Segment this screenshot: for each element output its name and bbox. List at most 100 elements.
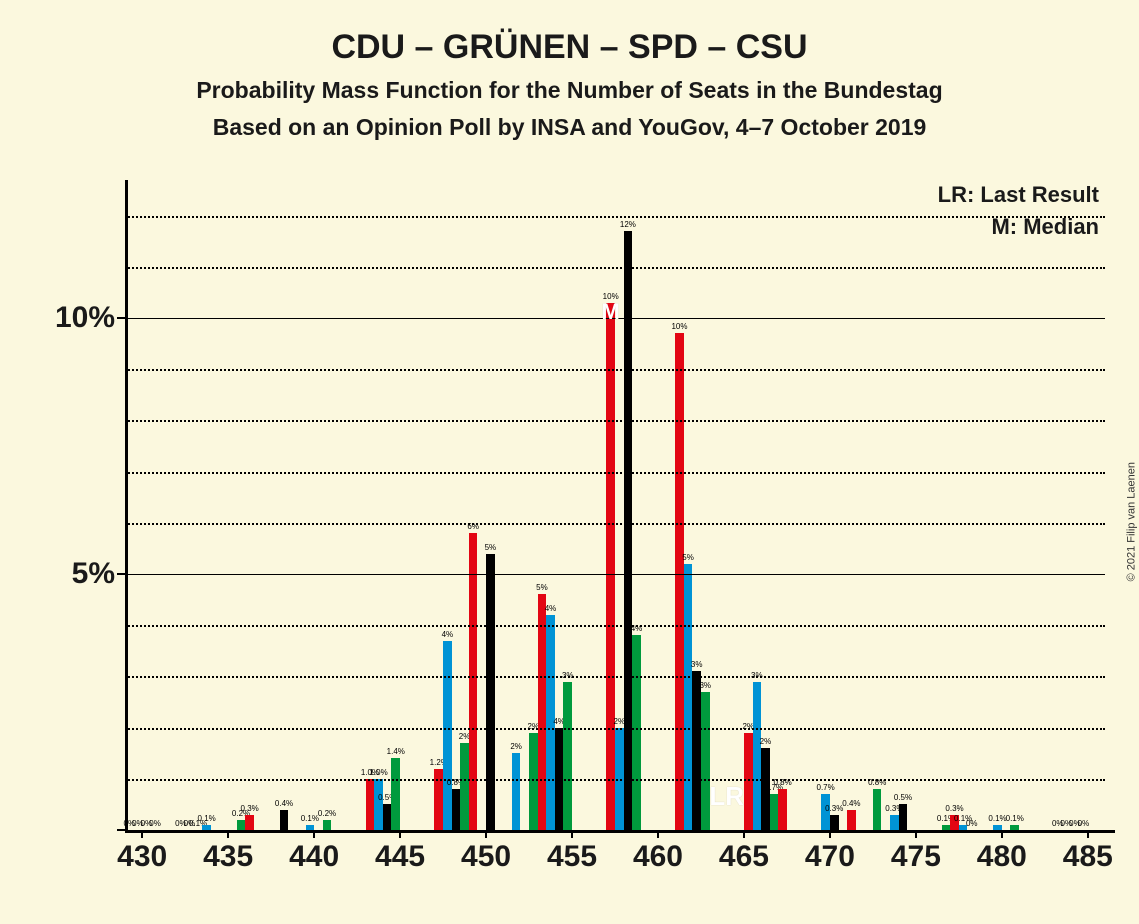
bar-value-label: 0.1% <box>1006 814 1024 823</box>
x-tick <box>313 830 315 838</box>
bar-black <box>486 554 495 830</box>
bar-black <box>830 815 839 830</box>
bar-value-label: 10% <box>671 322 687 331</box>
bar-blue <box>202 825 211 830</box>
bars-container: 0%0%0%0%0%0%0.1%0.1%0.2%0.3%0.4%0.1%0.2%… <box>125 190 1105 830</box>
bar-value-label: 3% <box>691 660 703 669</box>
bar-blue <box>443 641 452 830</box>
grid-minor <box>125 625 1105 627</box>
bar-blue <box>753 682 762 830</box>
bar-value-label: 0% <box>149 819 161 828</box>
grid-minor <box>125 728 1105 730</box>
bar-black <box>383 804 392 830</box>
bar-green <box>873 789 882 830</box>
x-tick <box>399 830 401 838</box>
bar-value-label: 0.3% <box>241 804 259 813</box>
x-tick <box>571 830 573 838</box>
bar-red <box>847 810 856 830</box>
grid-major <box>125 318 1105 319</box>
bar-blue <box>890 815 899 830</box>
bar-value-label: 0.3% <box>825 804 843 813</box>
bar-blue <box>684 564 693 830</box>
bar-value-label: 0.7% <box>816 783 834 792</box>
x-tick <box>1001 830 1003 838</box>
chart-subtitle-1: Probability Mass Function for the Number… <box>0 77 1139 104</box>
bar-value-label: 5% <box>682 553 694 562</box>
x-tick <box>915 830 917 838</box>
x-axis-label: 455 <box>547 840 597 874</box>
chart-subtitle-2: Based on an Opinion Poll by INSA and You… <box>0 114 1139 141</box>
y-tick <box>117 829 125 831</box>
bar-red <box>778 789 787 830</box>
bar-green <box>632 635 641 830</box>
bar-value-label: 0.4% <box>842 799 860 808</box>
x-axis-label: 485 <box>1063 840 1113 874</box>
bar-value-label: 10% <box>603 292 619 301</box>
bar-value-label: 1.0% <box>369 768 387 777</box>
bar-value-label: 0.5% <box>894 793 912 802</box>
y-tick <box>117 317 125 319</box>
x-axis-label: 445 <box>375 840 425 874</box>
bar-value-label: 3% <box>699 681 711 690</box>
bar-blue <box>374 779 383 830</box>
bar-red <box>366 779 375 830</box>
x-tick <box>657 830 659 838</box>
x-axis-label: 470 <box>805 840 855 874</box>
y-axis-label: 5% <box>25 557 115 591</box>
bar-value-label: 0.4% <box>275 799 293 808</box>
bar-blue <box>512 753 521 830</box>
bar-green <box>460 743 469 830</box>
bar-value-label: 2% <box>510 742 522 751</box>
bar-green <box>1010 825 1019 830</box>
bar-red <box>245 815 254 830</box>
chart-title: CDU – GRÜNEN – SPD – CSU <box>0 28 1139 67</box>
grid-major <box>125 574 1105 575</box>
y-tick <box>117 573 125 575</box>
bar-value-label: 0.1% <box>198 814 216 823</box>
x-axis-label: 450 <box>461 840 511 874</box>
bar-black <box>899 804 908 830</box>
bar-value-label: 0.3% <box>945 804 963 813</box>
x-axis-label: 480 <box>977 840 1027 874</box>
chart-area: 0%0%0%0%0%0%0.1%0.1%0.2%0.3%0.4%0.1%0.2%… <box>125 190 1105 830</box>
grid-minor <box>125 216 1105 218</box>
y-axis-label: 10% <box>25 301 115 335</box>
bar-red <box>675 333 684 830</box>
grid-minor <box>125 523 1105 525</box>
bar-black <box>452 789 461 830</box>
bar-black <box>624 231 633 830</box>
x-axis-label: 465 <box>719 840 769 874</box>
bar-green <box>563 682 572 830</box>
bar-value-label: 1.4% <box>387 747 405 756</box>
bar-green <box>529 733 538 830</box>
bar-value-label: 0% <box>966 819 978 828</box>
grid-minor <box>125 369 1105 371</box>
bar-red <box>538 594 547 830</box>
title-block: CDU – GRÜNEN – SPD – CSU Probability Mas… <box>0 0 1139 141</box>
x-axis-line <box>125 830 1115 833</box>
bar-value-label: 4% <box>545 604 557 613</box>
bar-value-label: 0% <box>1078 819 1090 828</box>
bar-red <box>469 533 478 830</box>
x-tick <box>227 830 229 838</box>
bar-value-label: 12% <box>620 220 636 229</box>
bar-green <box>237 820 246 830</box>
x-tick <box>485 830 487 838</box>
bar-green <box>701 692 710 830</box>
bar-value-label: 5% <box>485 543 497 552</box>
x-axis-label: 435 <box>203 840 253 874</box>
x-tick <box>141 830 143 838</box>
bar-green <box>942 825 951 830</box>
bar-value-label: 5% <box>536 583 548 592</box>
bar-black <box>280 810 289 830</box>
bar-green <box>770 794 779 830</box>
grid-minor <box>125 420 1105 422</box>
bar-green <box>391 758 400 830</box>
grid-minor <box>125 779 1105 781</box>
x-axis-label: 475 <box>891 840 941 874</box>
x-tick <box>743 830 745 838</box>
bar-red <box>434 769 443 830</box>
x-axis-label: 440 <box>289 840 339 874</box>
grid-minor <box>125 267 1105 269</box>
x-axis-label: 460 <box>633 840 683 874</box>
